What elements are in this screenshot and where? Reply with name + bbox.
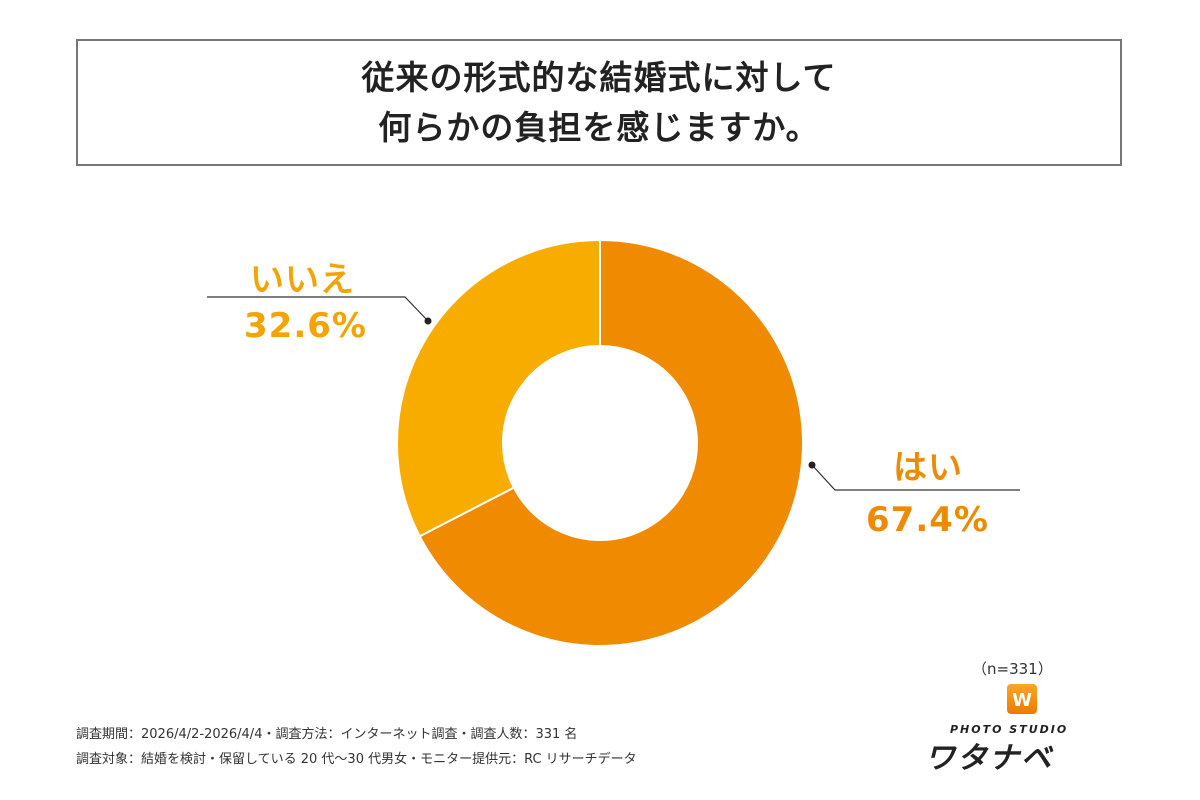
donut-slice-1 bbox=[396, 238, 601, 538]
donut-slice-0 bbox=[418, 238, 804, 647]
leader-dot-no bbox=[424, 317, 432, 325]
survey-note-1: 調査期間：2026/4/2-2026/4/4・調査方法：インターネット調査・調査… bbox=[76, 727, 578, 742]
slice-label-no: いいえ bbox=[250, 260, 355, 300]
leader-dot-yes bbox=[808, 461, 816, 469]
logo-subtext: PHOTO STUDIO bbox=[950, 723, 1069, 736]
leader-line-no bbox=[207, 296, 429, 322]
survey-note-2: 調査対象：結婚を検討・保留している 20 代〜30 代男女・モニター提供元：RC… bbox=[76, 752, 637, 767]
leader-line-yes bbox=[811, 464, 1020, 491]
chart-title: 従来の形式的な結婚式に対して 何らかの負担を感じますか。 bbox=[76, 39, 1122, 166]
logo-crown-icon: W bbox=[1007, 684, 1037, 714]
sample-size: （n=331） bbox=[972, 660, 1053, 678]
title-line-2: 何らかの負担を感じますか。 bbox=[378, 107, 820, 147]
slice-value-yes: 67.4% bbox=[866, 500, 989, 540]
logo-text: ワタナベ bbox=[925, 741, 1053, 776]
title-line-1: 従来の形式的な結婚式に対して bbox=[361, 57, 837, 97]
slice-value-no: 32.6% bbox=[244, 306, 367, 346]
slice-label-yes: はい bbox=[893, 448, 963, 488]
